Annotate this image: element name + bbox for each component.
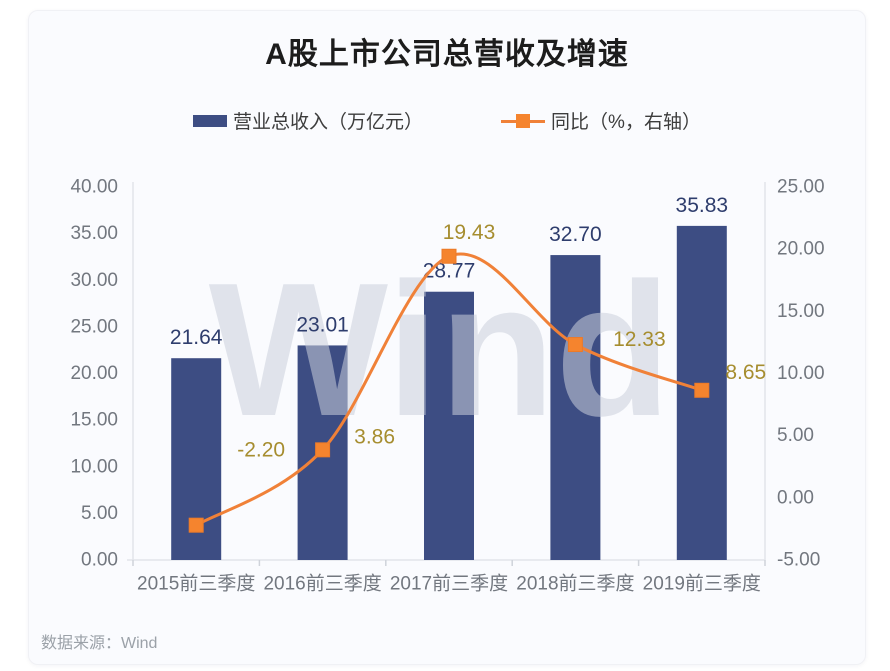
- line-series-swatch-icon: [501, 113, 546, 128]
- chart-card: A股上市公司总营收及增速 营业总收入（万亿元） 同比（%，右轴） 数据来源：Wi…: [28, 10, 866, 665]
- legend-item-yoy: 同比（%，右轴）: [501, 107, 701, 134]
- legend: 营业总收入（万亿元） 同比（%，右轴）: [29, 107, 865, 134]
- source-note: 数据来源：Wind: [41, 635, 158, 652]
- legend-label-yoy: 同比（%，右轴）: [551, 112, 701, 133]
- legend-label-revenue: 营业总收入（万亿元）: [233, 112, 424, 133]
- chart-title: A股上市公司总营收及增速: [265, 38, 629, 71]
- bar-series-swatch-icon: [193, 114, 228, 127]
- legend-item-revenue: 营业总收入（万亿元）: [193, 107, 423, 134]
